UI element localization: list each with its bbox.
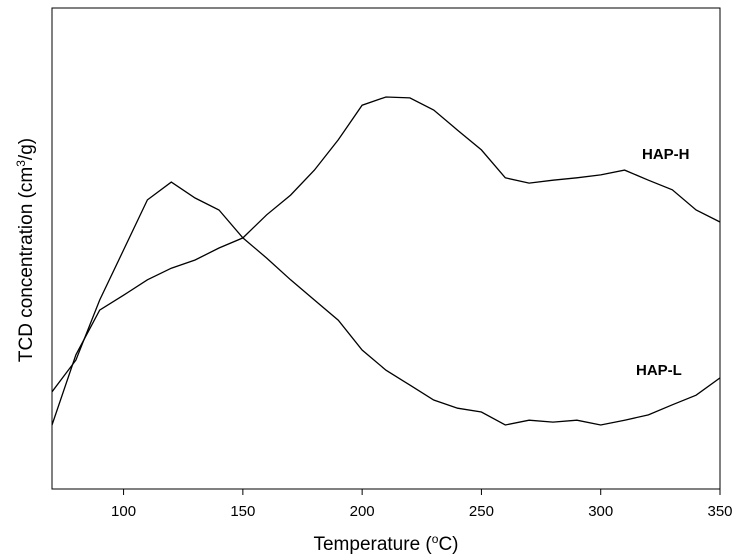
x-tick-label: 100 (111, 503, 136, 520)
x-tick-label: 350 (707, 503, 732, 520)
x-tick-label: 300 (588, 503, 613, 520)
series-line (51, 181, 721, 426)
x-label-part: C) (438, 534, 458, 555)
series-line (51, 96, 721, 426)
x-axis-label: Temperature (oC) (313, 532, 458, 555)
y-label-part: /g) (16, 138, 37, 160)
x-label-sup: o (432, 532, 439, 546)
series-label: HAP-H (642, 146, 690, 163)
x-tick-label: 200 (350, 503, 375, 520)
plot-frame (51, 7, 721, 490)
series-label: HAP-L (636, 362, 682, 379)
y-label-sup: 3 (14, 160, 28, 167)
y-axis-label: TCD concentration (cm3/g) (14, 138, 37, 362)
x-tick-label: 150 (230, 503, 255, 520)
y-label-part: TCD concentration (cm (16, 167, 37, 362)
x-tick-label: 250 (469, 503, 494, 520)
x-label-part: Temperature ( (313, 534, 432, 555)
